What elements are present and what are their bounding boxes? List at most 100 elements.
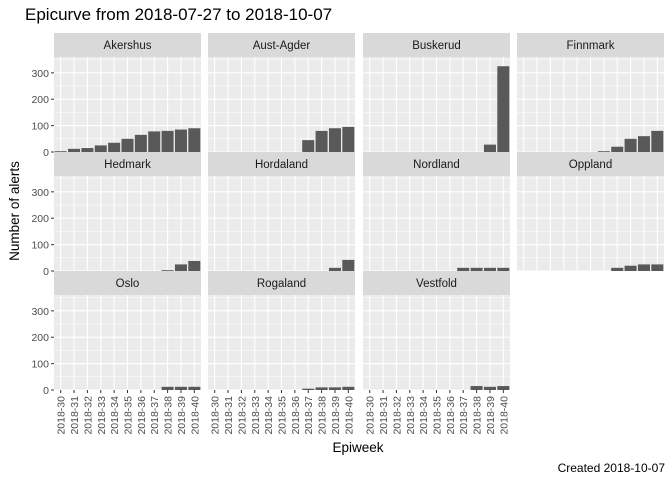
facet-strip: [54, 271, 201, 295]
facet-label: Aust-Agder: [253, 40, 311, 52]
x-tick-label: 2018-32: [236, 396, 248, 435]
y-tick-label: 0: [43, 385, 49, 397]
y-tick-label: 100: [31, 240, 49, 252]
y-tick-label: 100: [31, 121, 49, 133]
bar-akershus-2018-33: [94, 145, 107, 152]
x-tick-label: 2018-30: [365, 396, 377, 435]
bar-hordaland-2018-40: [342, 259, 355, 271]
x-tick-label: 2018-39: [176, 396, 188, 435]
x-tick-label: 2018-40: [189, 396, 201, 435]
bar-hedmark-2018-38: [161, 270, 174, 272]
bar-rogaland-2018-37: [302, 388, 315, 390]
x-tick-label: 2018-40: [343, 396, 355, 435]
bar-finnmark-2018-38: [624, 138, 637, 152]
x-tick-label: 2018-34: [418, 396, 430, 435]
facet-strip: [517, 33, 664, 57]
facet-buskerud: Buskerud: [363, 33, 510, 153]
facet-strip: [363, 152, 510, 176]
x-tick-label: 2018-36: [445, 396, 457, 435]
x-tick-label: 2018-32: [82, 396, 94, 435]
facet-strip: [54, 152, 201, 176]
bar-hordaland-2018-39: [328, 267, 341, 271]
bar-akershus-2018-32: [81, 148, 94, 152]
x-tick-label: 2018-36: [290, 396, 302, 435]
facet-nordland: Nordland: [363, 152, 510, 272]
bar-aust-agder-2018-38: [315, 130, 328, 152]
y-tick-label: 300: [31, 187, 49, 199]
x-tick-label: 2018-34: [263, 396, 275, 435]
facet-label: Nordland: [413, 159, 460, 171]
x-tick-label: 2018-39: [485, 396, 497, 435]
bar-finnmark-2018-37: [611, 146, 624, 152]
x-tick-label: 2018-36: [136, 396, 148, 435]
x-tick-label: 2018-38: [317, 396, 329, 435]
x-tick-label: 2018-33: [96, 396, 108, 435]
bar-akershus-2018-36: [134, 134, 147, 152]
y-tick-label: 300: [31, 68, 49, 80]
bar-akershus-2018-40: [188, 128, 201, 152]
x-tick-label: 2018-37: [149, 396, 161, 435]
facet-aust-agder: Aust-Agder: [208, 33, 355, 153]
x-tick-label: 2018-33: [250, 396, 262, 435]
bar-oppland-2018-40: [651, 264, 664, 271]
facet-label: Akershus: [104, 40, 152, 52]
bar-vestfold-2018-38: [470, 386, 483, 390]
x-tick-label: 2018-34: [109, 396, 121, 435]
bar-vestfold-2018-39: [483, 386, 496, 390]
bar-akershus-2018-31: [68, 148, 81, 152]
bar-akershus-2018-34: [108, 142, 121, 152]
bar-nordland-2018-38: [470, 267, 483, 271]
facet-strip: [54, 33, 201, 57]
y-tick-label: 200: [31, 213, 49, 225]
bar-oppland-2018-38: [624, 265, 637, 271]
x-tick-label: 2018-30: [210, 396, 222, 435]
x-tick-label: 2018-35: [123, 396, 135, 435]
x-tick-label: 2018-38: [472, 396, 484, 435]
bar-oppland-2018-37: [611, 267, 624, 271]
bar-vestfold-2018-40: [497, 386, 510, 390]
x-tick-label: 2018-30: [56, 396, 68, 435]
facet-strip: [208, 152, 355, 176]
x-tick-label: 2018-32: [391, 396, 403, 435]
facet-strip: [517, 152, 664, 176]
y-tick-label: 100: [31, 359, 49, 371]
facet-label: Oppland: [569, 159, 612, 171]
bar-aust-agder-2018-37: [302, 140, 315, 152]
facet-label: Rogaland: [257, 278, 306, 290]
bar-finnmark-2018-39: [637, 136, 650, 152]
x-tick-label: 2018-35: [432, 396, 444, 435]
facet-strip: [363, 271, 510, 295]
bar-rogaland-2018-38: [315, 387, 328, 390]
y-axis-label: Number of alerts: [7, 161, 22, 261]
y-tick-label: 0: [43, 147, 49, 159]
x-tick-label: 2018-31: [378, 396, 390, 435]
facet-grid: Akershus 0 100 200 300 Aust-Agder Buskerud Finn…: [31, 33, 664, 435]
bar-oppland-2018-39: [637, 264, 650, 271]
y-tick-label: 200: [31, 94, 49, 106]
x-tick-label: 2018-35: [277, 396, 289, 435]
chart-title: Epicurve from 2018-07-27 to 2018-10-07: [25, 5, 332, 24]
facet-akershus: Akershus 0 100 200 300: [31, 33, 201, 159]
x-tick-label: 2018-37: [303, 396, 315, 435]
facet-label: Oslo: [116, 278, 140, 290]
bar-buskerud-2018-40: [497, 66, 510, 152]
chart-caption: Created 2018-10-07: [558, 461, 666, 475]
bar-akershus-2018-38: [161, 130, 174, 152]
bar-aust-agder-2018-40: [342, 126, 355, 152]
facet-oppland: Oppland: [517, 152, 664, 272]
x-tick-label: 2018-40: [498, 396, 510, 435]
bar-rogaland-2018-40: [342, 386, 355, 390]
bar-buskerud-2018-39: [483, 144, 496, 152]
bar-akershus-2018-39: [174, 129, 187, 152]
x-axis-label: Epiweek: [332, 440, 383, 455]
facet-strip: [363, 33, 510, 57]
x-tick-label: 2018-38: [163, 396, 175, 435]
bar-finnmark-2018-40: [651, 130, 664, 152]
bar-akershus-2018-37: [148, 131, 161, 152]
facet-label: Vestfold: [416, 278, 457, 290]
facet-strip: [208, 271, 355, 295]
x-tick-label: 2018-39: [330, 396, 342, 435]
